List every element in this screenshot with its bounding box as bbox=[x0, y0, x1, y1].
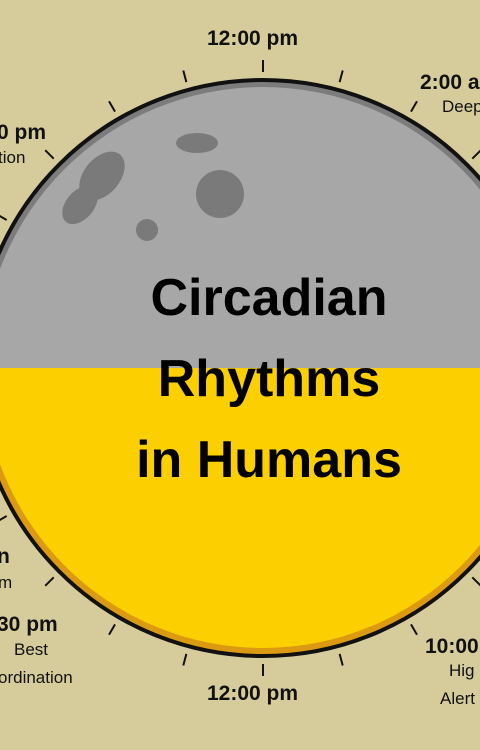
hour-tick bbox=[0, 215, 8, 221]
hour-tick bbox=[182, 70, 188, 83]
diagram-title: Circadian Rhythms in Humans bbox=[94, 258, 444, 501]
label-lower-left-desc-2: ordination bbox=[0, 668, 73, 687]
label-upper-left-desc: tion bbox=[0, 148, 26, 167]
hour-ticks bbox=[0, 60, 480, 676]
crater-3 bbox=[176, 133, 218, 153]
title-line-3: in Humans bbox=[136, 431, 402, 489]
crater-2 bbox=[62, 185, 98, 225]
crater-4 bbox=[196, 170, 244, 218]
hour-tick bbox=[410, 100, 418, 113]
label-top-time: 12:00 pm bbox=[207, 27, 299, 50]
label-lower-right-time: 10:00 bbox=[425, 635, 479, 658]
label-upper-right-time: 2:00 a bbox=[420, 71, 480, 94]
hour-tick bbox=[182, 653, 188, 666]
hour-tick bbox=[338, 653, 344, 666]
sun-surface bbox=[0, 368, 480, 648]
label-upper-right-desc: Deep bbox=[442, 97, 480, 116]
hour-tick bbox=[410, 623, 418, 636]
hour-tick bbox=[471, 149, 480, 160]
hour-tick bbox=[471, 576, 480, 587]
label-lower-left-time: 30 pm bbox=[0, 613, 58, 636]
title-line-2: Rhythms bbox=[157, 350, 381, 408]
hour-tick bbox=[0, 515, 8, 521]
day-half bbox=[0, 368, 480, 656]
night-half bbox=[0, 80, 480, 368]
label-left-desc: m bbox=[0, 573, 13, 592]
hour-tick bbox=[338, 70, 344, 83]
label-left-time: n bbox=[0, 545, 10, 568]
hour-tick bbox=[44, 576, 55, 587]
clock-outline bbox=[0, 78, 480, 658]
label-lower-right-desc-1: Hig bbox=[449, 661, 475, 680]
hour-tick bbox=[44, 149, 55, 160]
label-bottom-time: 12:00 pm bbox=[207, 682, 299, 705]
hour-tick bbox=[108, 623, 116, 636]
title-line-1: Circadian bbox=[150, 269, 388, 327]
label-lower-right-desc-2: Alert bbox=[440, 689, 475, 708]
label-lower-left-desc-1: Best bbox=[14, 640, 49, 659]
crater-5 bbox=[136, 219, 158, 241]
hour-tick bbox=[108, 100, 116, 113]
label-upper-left-time: 0 pm bbox=[0, 121, 47, 144]
